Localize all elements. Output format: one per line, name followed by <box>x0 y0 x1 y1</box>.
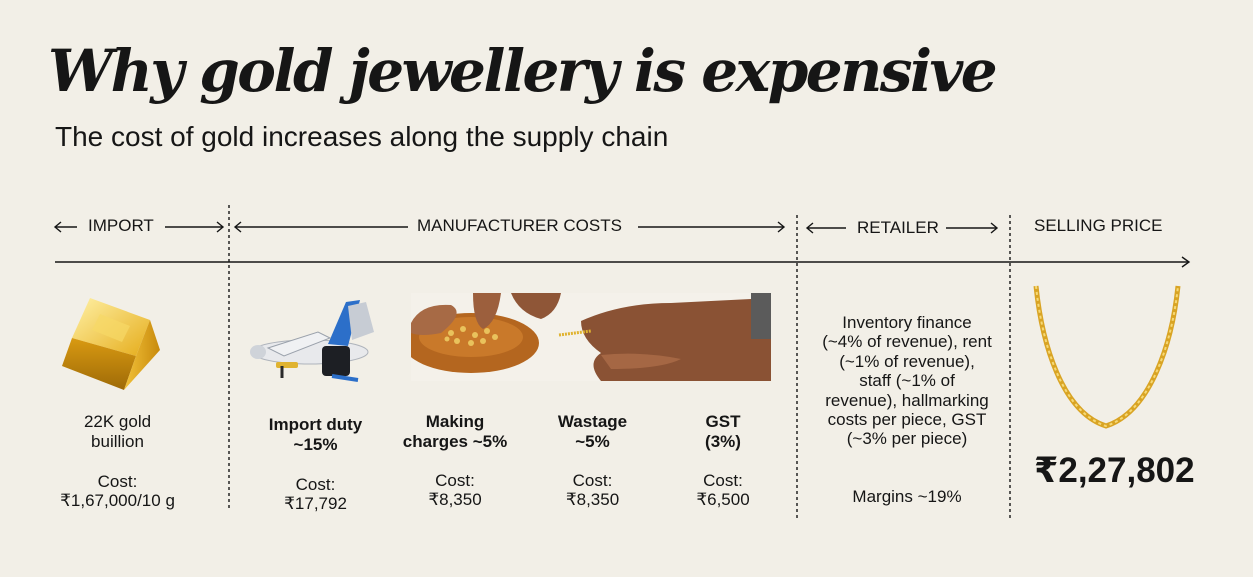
page-title: Why gold jewellery is expensive <box>48 37 998 105</box>
stage-label-retailer: RETAILER <box>857 218 939 237</box>
wastage-cost: ₹8,350 <box>565 490 620 509</box>
airplane-icon <box>250 300 374 382</box>
bullion-cost-label: Cost: <box>97 472 138 491</box>
making-charges-cost-label: Cost: <box>435 471 475 490</box>
gst-name: GST (3%) <box>705 412 741 451</box>
wastage-name: Wastage ~5% <box>557 412 628 451</box>
stage-label-selling: SELLING PRICE <box>1034 216 1163 235</box>
selling-price: ₹2,27,802 <box>1034 451 1195 490</box>
import-duty-cost: ₹17,792 <box>284 494 347 513</box>
retailer-margins: Margins ~19% <box>852 487 962 506</box>
gst-cost-label: Cost: <box>703 471 743 490</box>
retailer-description: Inventory finance (~4% of revenue), rent… <box>822 313 992 449</box>
bullion-cost: ₹1,67,000/10 g <box>60 491 175 510</box>
bullion-name: 22K gold buillion <box>83 412 152 451</box>
stage-label-import: IMPORT <box>88 216 154 235</box>
gst-cost: ₹6,500 <box>696 490 750 509</box>
stage-label-manufacturer: MANUFACTURER COSTS <box>417 216 622 235</box>
hands-gold-icon <box>411 293 771 381</box>
import-duty-cost-label: Cost: <box>295 475 336 494</box>
wastage-cost-label: Cost: <box>572 471 613 490</box>
gold-chain-icon <box>1033 285 1181 429</box>
making-charges-name: Making charges ~5% <box>402 412 508 451</box>
making-charges-cost: ₹8,350 <box>428 490 482 509</box>
gold-bar-icon <box>62 298 160 390</box>
page-subtitle: The cost of gold increases along the sup… <box>55 121 669 152</box>
import-duty-name: Import duty ~15% <box>268 415 363 454</box>
